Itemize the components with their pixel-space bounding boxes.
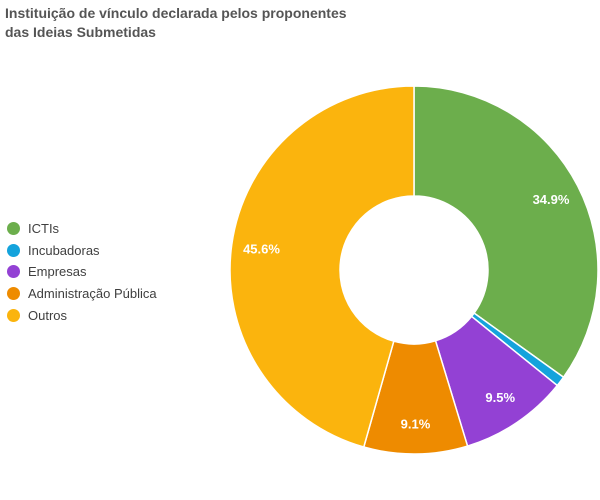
slice-label-outros: 45.6% [243, 241, 280, 256]
legend-marker-administracao-publica [7, 287, 20, 301]
legend-label-outros: Outros [28, 307, 68, 323]
slice-outros[interactable] [229, 85, 415, 448]
legend-item-incubadoras: Incubadoras [7, 240, 157, 262]
legend-marker-outros [7, 308, 20, 322]
slice-label-administracao-publica: 9.1% [401, 417, 431, 432]
slice-label-ictis: 34.9% [533, 192, 570, 207]
donut-chart[interactable]: 34.9% 9.5% 9.1% 45.6% [228, 84, 600, 456]
legend-label-ictis: ICTIs [28, 221, 60, 237]
legend-label-incubadoras: Incubadoras [28, 242, 100, 258]
legend-item-ictis: ICTIs [7, 218, 157, 240]
legend-marker-ictis [7, 222, 20, 236]
slice-ictis[interactable] [413, 85, 599, 378]
legend-label-empresas: Empresas [28, 264, 87, 280]
chart-legend: ICTIs Incubadoras Empresas Administração Pú… [7, 218, 157, 326]
legend-marker-empresas [7, 265, 20, 279]
slice-label-empresas: 9.5% [485, 390, 515, 405]
legend-label-administracao-publica: Administração Pública [28, 286, 157, 302]
chart-title-line1: Instituição de vínculo declarada pelos p… [5, 5, 347, 21]
chart-title-line2: das Ideias Submetidas [5, 24, 156, 40]
legend-item-outros: Outros [7, 304, 157, 326]
legend-item-empresas: Empresas [7, 261, 157, 283]
legend-item-administracao-publica: Administração Pública [7, 283, 157, 305]
legend-marker-incubadoras [7, 243, 20, 257]
chart-title: Instituição de vínculo declarada pelos p… [5, 4, 347, 42]
